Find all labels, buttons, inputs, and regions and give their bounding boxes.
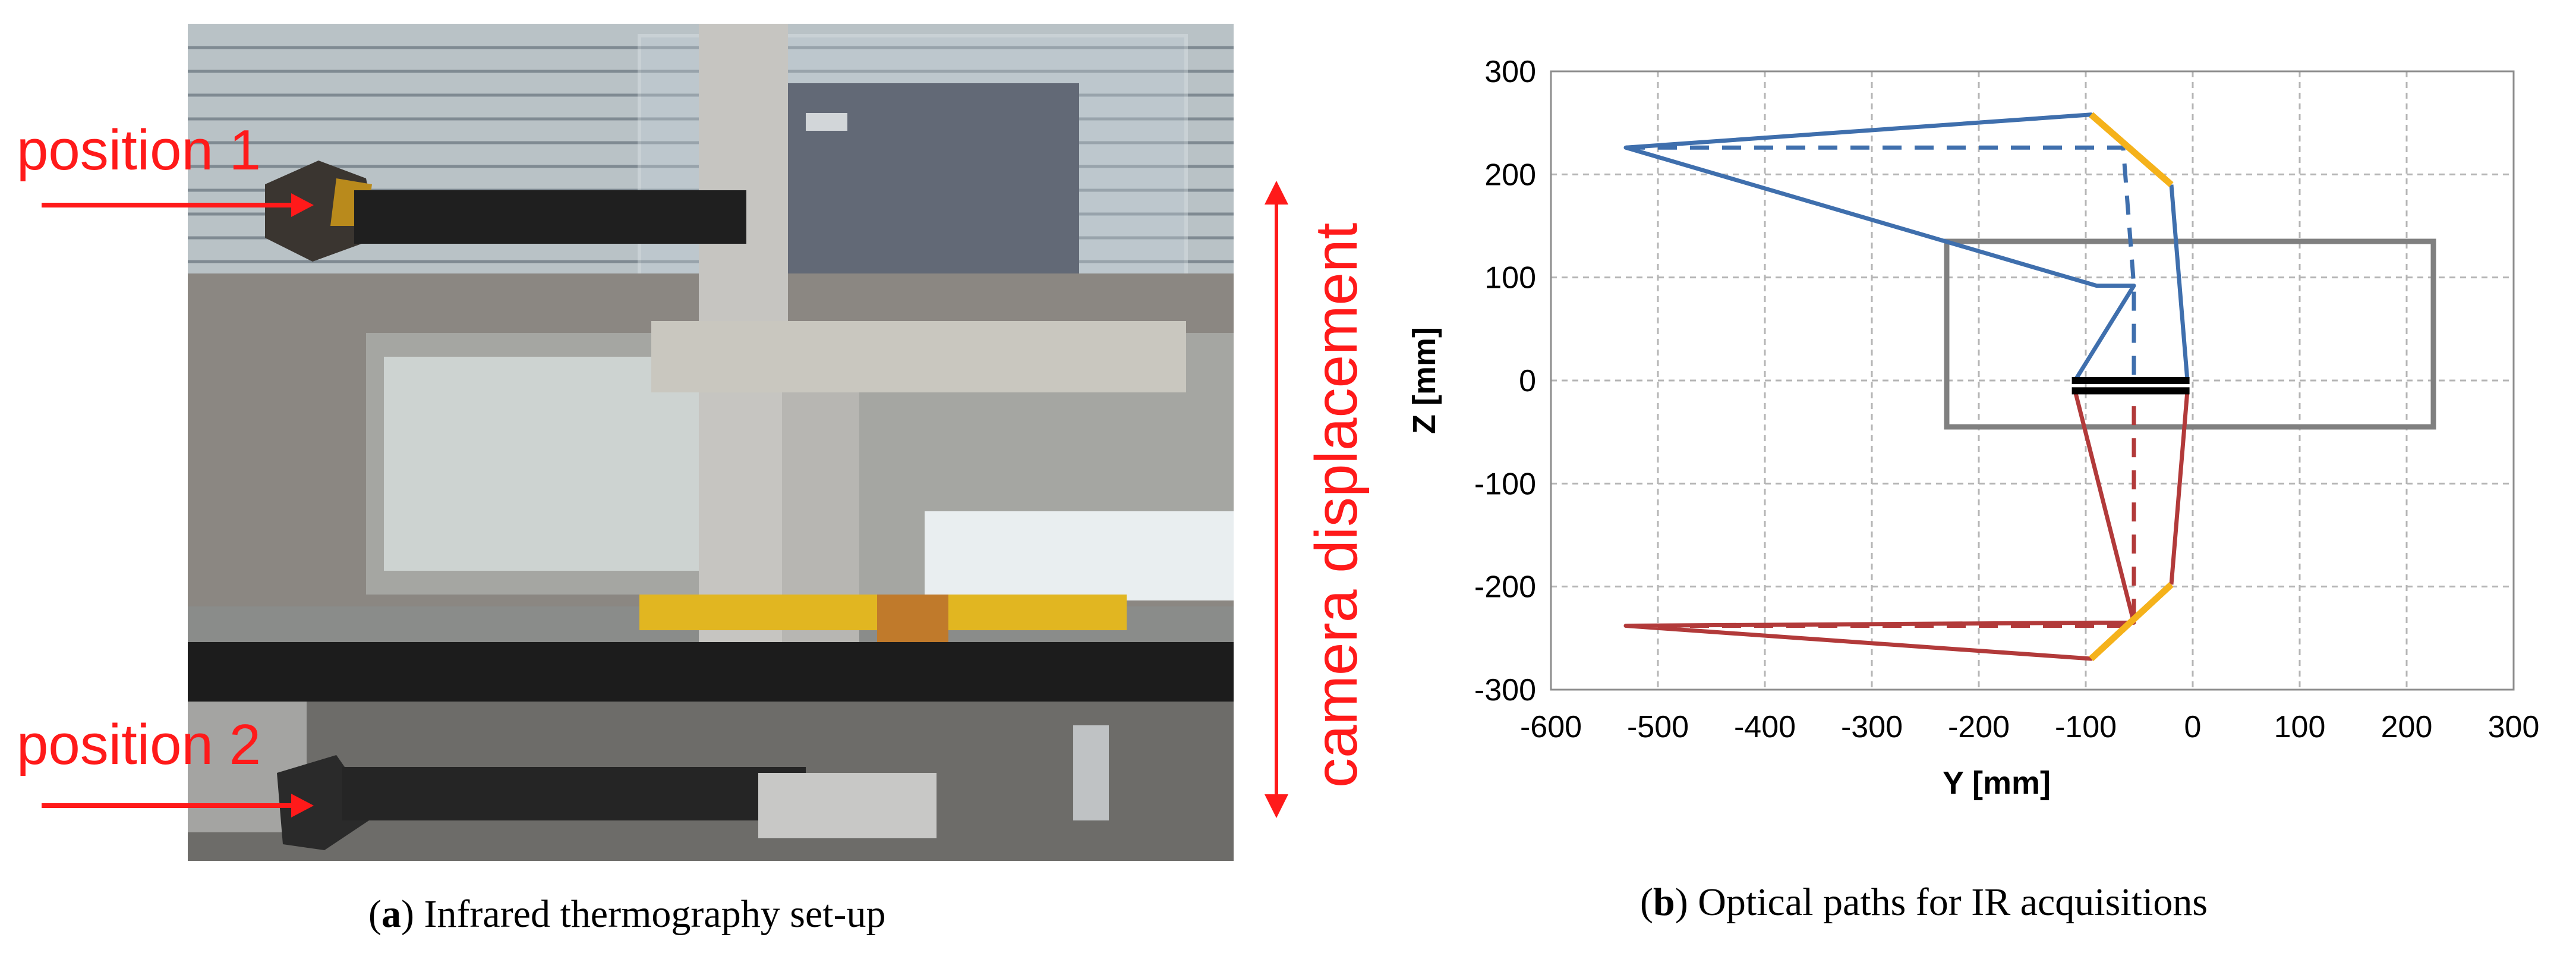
y-tick-label: 200 [1484, 158, 1536, 192]
caption-a: (a) Infrared thermography set-up [368, 892, 886, 936]
x-tick-label: -500 [1627, 710, 1689, 744]
panel-a: position 1 position 2 camera displacemen… [17, 24, 1370, 936]
position-2-label: position 2 [17, 713, 261, 776]
series-mirror-line [2089, 112, 2174, 187]
caption-a-letter: a [381, 892, 401, 936]
camera-displacement-label: camera displacement [1303, 222, 1370, 788]
y-tick-label: -200 [1474, 570, 1536, 605]
series-solid-line [2169, 184, 2190, 381]
x-tick-label: -400 [1734, 710, 1796, 744]
x-tick-label: -100 [2055, 710, 2117, 744]
x-tick-label: -600 [1520, 710, 1582, 744]
y-tick-label: -100 [1474, 467, 1536, 501]
x-tick-label: 100 [2274, 710, 2326, 744]
plot-border [1550, 70, 2515, 691]
series-layer [1623, 112, 2436, 662]
position-1-label: position 1 [17, 118, 261, 182]
caption-b-text: Optical paths for IR acquisitions [1698, 880, 2208, 924]
y-axis-title: Z [mm] [1407, 327, 1442, 434]
x-tick-label: -300 [1841, 710, 1903, 744]
arrow-position-2 [42, 794, 314, 817]
x-tick-label: 0 [2184, 710, 2202, 744]
series-solid-line [2169, 391, 2190, 585]
series-mirror-line [2089, 582, 2174, 662]
series-solid-line [1623, 390, 2173, 661]
x-axis-title: Y [mm] [1943, 765, 2051, 801]
setup-photo-drawing [188, 24, 1234, 861]
panel-b-chart: -600 -500 -400 -300 -200 -100 0 100 200 300 300 200… [1367, 36, 2576, 844]
caption-b-letter: b [1653, 880, 1675, 924]
series-dashed-line [1626, 145, 2136, 380]
camera-displacement-arrow [1265, 181, 1288, 818]
caption-b: (b) Optical paths for IR acquisitions [1640, 880, 2208, 924]
y-tick-label: -300 [1474, 673, 1536, 707]
x-tick-label: 300 [2488, 710, 2540, 744]
tick-labels: -600 -500 -400 -300 -200 -100 0 100 200 300 300 200… [1474, 55, 2539, 744]
optical-paths-chart: -600 -500 -400 -300 -200 -100 0 100 200 300 300 200… [1407, 55, 2539, 801]
series-dashed-line [1626, 391, 2136, 628]
grid [1550, 70, 2515, 691]
setup-photo [188, 24, 1234, 861]
caption-a-text: Infrared thermography set-up [424, 892, 886, 936]
series-solid-line [1623, 112, 2173, 382]
arrow-position-1 [42, 193, 314, 217]
plot-frame [1550, 70, 2515, 691]
channel-rectangle [1944, 238, 2436, 430]
x-tick-label: -200 [1948, 710, 2010, 744]
y-tick-label: 300 [1484, 55, 1536, 89]
y-tick-label: 100 [1484, 261, 1536, 295]
x-tick-label: 200 [2381, 710, 2433, 744]
y-tick-label: 0 [1519, 364, 1536, 398]
